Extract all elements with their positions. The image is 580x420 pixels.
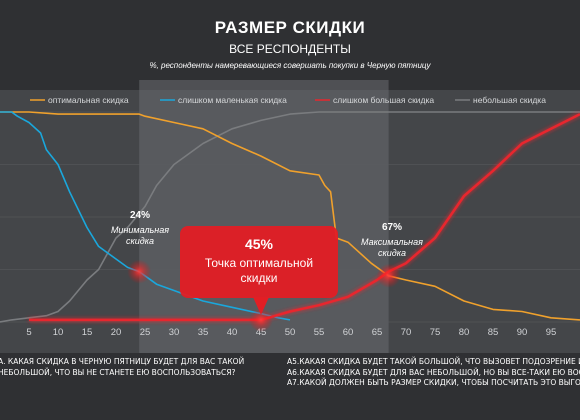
series-line: [0, 111, 580, 321]
x-tick-label: 90: [517, 327, 528, 338]
annotation-label: Точка оптимальной: [205, 256, 313, 270]
question-right: А5.КАКАЯ СКИДКА БУДЕТ ТАКОЙ БОЛЬШОЙ, ЧТО…: [287, 357, 580, 389]
annotation-label: скидки: [241, 271, 278, 285]
question-left-line: А. КАКАЯ СКИДКА В ЧЕРНУЮ ПЯТНИЦУ БУДЕТ Д…: [0, 357, 245, 366]
legend-label: небольшая скидка: [473, 95, 546, 105]
x-tick-label: 75: [430, 327, 441, 338]
annotation-label: Максимальная: [361, 237, 423, 247]
x-tick-label: 25: [140, 327, 151, 338]
x-tick-label: 35: [198, 327, 209, 338]
header-band: [0, 0, 580, 90]
legend-label: слишком большая скидка: [333, 95, 434, 105]
series-line: [0, 111, 291, 321]
annotation-label: скидка: [126, 236, 154, 246]
x-tick-label: 20: [111, 327, 122, 338]
x-tick-label: 95: [546, 327, 557, 338]
question-left-line: НЕБОЛЬШОЙ, ЧТО ВЫ НЕ СТАНЕТЕ ЕЮ ВОСПОЛЬЗ…: [0, 367, 236, 377]
question-right-line: А6.КАКАЯ СКИДКА БУДЕТ ДЛЯ ВАС НЕБОЛЬШОЙ,…: [287, 367, 580, 377]
x-tick-label: 15: [82, 327, 93, 338]
x-tick-label: 5: [26, 327, 31, 338]
annotation-value: 45%: [245, 236, 274, 252]
x-tick-label: 85: [488, 327, 499, 338]
legend-label: слишком маленькая скидка: [178, 95, 287, 105]
discount-chart: 5 10 15 20 25 30 35 40 45 50 55 60 65 70 75 80 85 90 95 опт…: [0, 80, 580, 353]
series-line: [0, 111, 580, 323]
legend-label: оптимальная скидка: [48, 95, 129, 105]
x-tick-label: 40: [227, 327, 238, 338]
callout-pointer: [253, 297, 269, 315]
chart-title: РАЗМЕР СКИДКИ: [214, 18, 366, 37]
intersection-glow: [249, 307, 273, 332]
intersection-glow: [376, 263, 401, 288]
question-left: А. КАКАЯ СКИДКА В ЧЕРНУЮ ПЯТНИЦУ БУДЕТ Д…: [0, 357, 244, 378]
x-tick-label: 55: [314, 327, 325, 338]
x-tick-label: 70: [401, 327, 412, 338]
question-right-line: А7.КАКОЙ ДОЛЖЕН БЫТЬ РАЗМЕР СКИДКИ, ЧТОБ…: [287, 378, 580, 387]
annotation-label: скидка: [378, 248, 406, 258]
intersection-glow: [127, 259, 152, 284]
x-tick-label: 50: [285, 327, 296, 338]
annotation-value: 67%: [382, 222, 402, 233]
x-tick-label: 80: [459, 327, 470, 338]
annotation-value: 24%: [130, 210, 150, 221]
x-tick-label: 65: [372, 327, 383, 338]
x-tick-label: 45: [256, 327, 267, 338]
chart-subtitle: ВСЕ РЕСПОНДЕНТЫ: [229, 42, 351, 56]
x-tick-label: 30: [169, 327, 180, 338]
question-right-line: А5.КАКАЯ СКИДКА БУДЕТ ТАКОЙ БОЛЬШОЙ, ЧТО…: [287, 357, 580, 366]
callout-box: [180, 226, 338, 298]
series-line: [29, 112, 580, 322]
x-tick-label: 10: [53, 327, 64, 338]
x-tick-label: 60: [343, 327, 354, 338]
footer-band: А. КАКАЯ СКИДКА В ЧЕРНУЮ ПЯТНИЦУ БУДЕТ Д…: [0, 353, 580, 420]
chart-note: %, респонденты намеревающиеся совершать …: [149, 61, 431, 70]
annotation-label: Минимальная: [111, 225, 169, 235]
